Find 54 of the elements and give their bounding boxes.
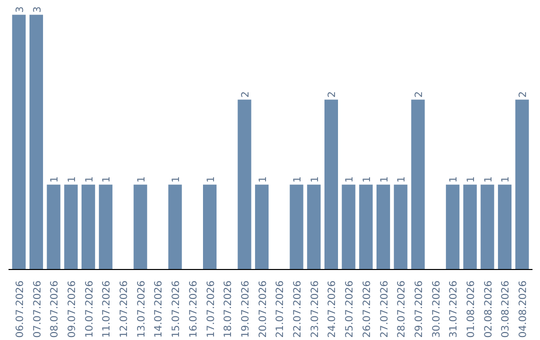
x-tick-label: 08.07.2026 xyxy=(50,280,61,338)
data-label: 1 xyxy=(258,176,269,183)
x-tick-label: 03.08.2026 xyxy=(500,280,512,338)
x-tick-label: 10.07.2026 xyxy=(84,280,96,338)
x-tick-label: 19.07.2026 xyxy=(240,280,252,338)
x-tick-label: 27.07.2026 xyxy=(379,280,390,338)
data-label: 1 xyxy=(84,176,96,183)
x-tick-label: 17.07.2026 xyxy=(206,280,217,338)
x-tick-label: 12.07.2026 xyxy=(119,280,130,338)
data-label: 2 xyxy=(327,91,338,98)
x-tick-label: 29.07.2026 xyxy=(414,280,425,338)
x-tick-label: 26.07.2026 xyxy=(362,280,373,338)
x-tick-label: 15.07.2026 xyxy=(171,280,182,338)
data-label: 1 xyxy=(483,176,494,183)
data-label: 1 xyxy=(206,176,217,183)
x-tick-label: 31.07.2026 xyxy=(448,280,460,338)
data-label: 1 xyxy=(50,176,61,183)
data-label: 1 xyxy=(66,176,78,183)
data-label: 1 xyxy=(396,176,408,183)
x-tick-label: 01.08.2026 xyxy=(466,280,478,338)
x-tick-label: 28.07.2026 xyxy=(396,280,408,338)
x-tick-label: 04.08.2026 xyxy=(518,280,530,338)
data-label: 1 xyxy=(171,176,182,183)
data-label: 1 xyxy=(136,176,148,183)
x-tick-label: 25.07.2026 xyxy=(344,280,356,338)
data-label: 1 xyxy=(310,176,321,183)
data-label: 2 xyxy=(414,91,425,98)
data-label: 2 xyxy=(240,91,252,98)
x-tick-label: 22.07.2026 xyxy=(292,280,304,338)
data-label: 1 xyxy=(362,176,373,183)
data-label: 1 xyxy=(448,176,460,183)
x-tick-label: 20.07.2026 xyxy=(258,280,269,338)
x-tick-label: 16.07.2026 xyxy=(188,280,200,338)
x-tick-label: 30.07.2026 xyxy=(431,280,442,338)
x-tick-label: 11.07.2026 xyxy=(102,280,113,338)
x-tick-label: 06.07.2026 xyxy=(14,280,26,338)
data-label: 1 xyxy=(292,176,304,183)
data-label: 1 xyxy=(344,176,356,183)
x-tick-label: 24.07.2026 xyxy=(327,280,338,338)
data-label: 1 xyxy=(500,176,512,183)
data-label: 1 xyxy=(466,176,478,183)
x-tick-label: 02.08.2026 xyxy=(483,280,494,338)
data-label: 1 xyxy=(379,176,390,183)
x-tick-label: 07.07.2026 xyxy=(32,280,44,338)
data-label: 3 xyxy=(32,6,44,13)
data-label: 3 xyxy=(14,6,26,13)
data-label: 2 xyxy=(518,91,530,98)
x-tick-label: 09.07.2026 xyxy=(66,280,78,338)
x-tick-label: 18.07.2026 xyxy=(223,280,234,338)
x-tick-label: 13.07.2026 xyxy=(136,280,148,338)
data-label: 1 xyxy=(102,176,113,183)
x-tick-label: 23.07.2026 xyxy=(310,280,321,338)
x-tick-label: 14.07.2026 xyxy=(154,280,165,338)
x-tick-label: 21.07.2026 xyxy=(275,280,286,338)
